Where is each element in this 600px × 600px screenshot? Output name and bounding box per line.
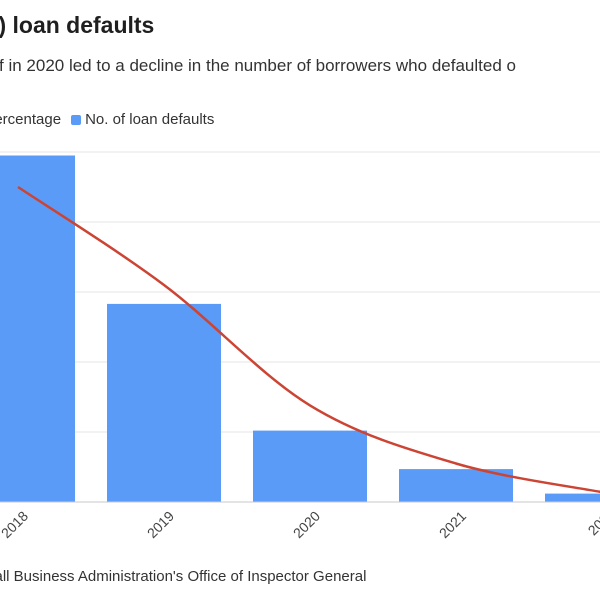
x-tick-label: 2018 (0, 508, 31, 541)
grid-lines (0, 151, 600, 433)
x-tick-label: 2019 (144, 508, 177, 541)
x-axis: 2018 2019 2020 2021 202 (0, 501, 600, 541)
x-tick-label: 2021 (436, 508, 469, 541)
bar-2021 (399, 469, 513, 502)
bar-202 (545, 493, 600, 502)
source-note: mall Business Administration's Office of… (0, 568, 367, 585)
bar-2018 (0, 155, 75, 502)
chart-subtitle: lief in 2020 led to a decline in the num… (0, 56, 516, 75)
legend: percentage No. of loan defaults (0, 111, 214, 128)
legend-item-bars: No. of loan defaults (71, 111, 214, 128)
percentage-line (17, 185, 600, 494)
x-tick-label: 2020 (290, 508, 323, 541)
bar-2019 (107, 303, 221, 502)
bar-2020 (253, 430, 367, 502)
x-tick-label: 202 (585, 510, 600, 538)
line-series (17, 185, 600, 494)
chart-title: (a) loan defaults (0, 12, 155, 38)
legend-bar-label: No. of loan defaults (85, 111, 215, 128)
legend-item-line: percentage (0, 111, 61, 128)
legend-line-label: percentage (0, 111, 62, 128)
legend-bar-swatch (71, 114, 82, 125)
bar-series (0, 155, 600, 502)
